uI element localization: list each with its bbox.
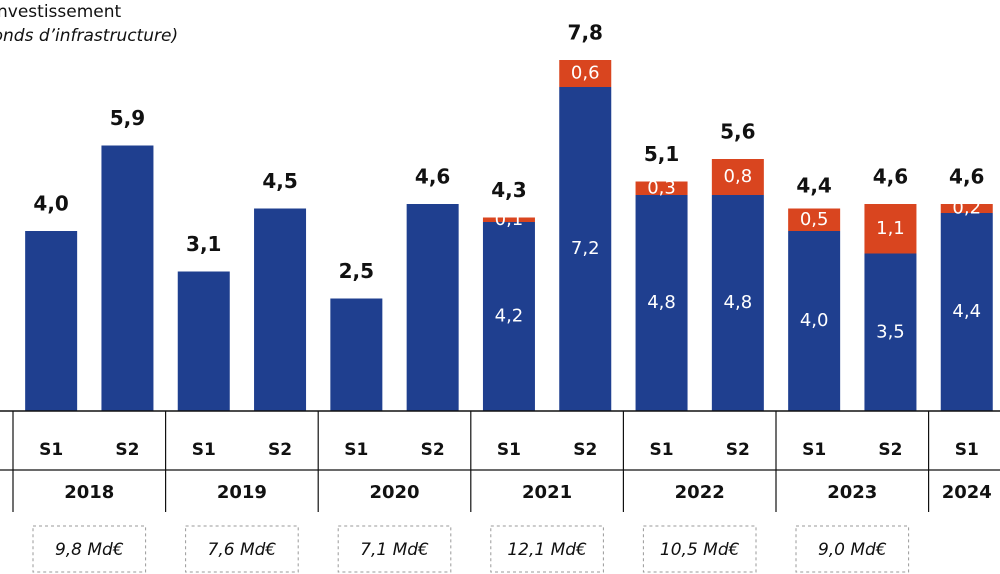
bar-segment [559, 60, 612, 87]
chart-title: Investissement [0, 2, 122, 22]
x-tick-label: S1 [802, 440, 826, 460]
segment-label: 4,4 [952, 301, 981, 322]
group-total: 7,6 Md€ [208, 540, 277, 560]
x-tick-label: S1 [955, 440, 979, 460]
group-label: 2024 [942, 482, 992, 503]
total-label: 4,6 [949, 165, 984, 189]
x-tick-label: S2 [421, 440, 445, 460]
x-tick-label: S2 [115, 440, 139, 460]
x-tick-label: S1 [497, 440, 521, 460]
segment-label: 4,8 [724, 292, 753, 313]
bar-segment [788, 208, 841, 231]
group-total-box [795, 525, 910, 573]
group-label: 2022 [675, 482, 725, 503]
total-label: 3,1 [186, 232, 221, 256]
segment-label: 3,5 [876, 321, 905, 342]
bar-segment [864, 253, 917, 411]
segment-label: 0,2 [952, 198, 981, 219]
segment-label: 4,2 [495, 306, 524, 327]
bar-segment [482, 222, 535, 411]
group-total-box [337, 525, 452, 573]
bar-segment [711, 159, 764, 195]
segment-label: 0,1 [495, 209, 524, 230]
chart-subtitle: (fonds d’infrastructure) [0, 26, 178, 46]
bar-segment [711, 195, 764, 411]
total-label: 5,9 [110, 106, 145, 130]
segment-label: 0,3 [647, 177, 676, 198]
group-total-box [32, 525, 147, 573]
x-tick-label: S2 [573, 440, 597, 460]
group-total: 10,5 Md€ [660, 540, 740, 560]
group-label: 2019 [217, 482, 267, 503]
total-label: 7,8 [568, 21, 603, 45]
segment-label: 4,0 [800, 310, 829, 331]
x-tick-label: S1 [650, 440, 674, 460]
bar-segment [635, 195, 688, 411]
bar-segment [101, 145, 154, 411]
total-label: 4,3 [491, 178, 526, 202]
bar-segment [482, 217, 535, 222]
total-label: 4,5 [262, 169, 297, 193]
bar-segment [254, 208, 307, 411]
bar-segment [559, 87, 612, 411]
segment-label: 4,8 [647, 292, 676, 313]
bar-segment [635, 181, 688, 195]
group-label: 2020 [369, 482, 419, 503]
bar-segment [330, 298, 383, 411]
bar-segment [25, 231, 78, 411]
total-label: 4,6 [873, 165, 908, 189]
x-tick-label: S1 [39, 440, 63, 460]
group-total-box [642, 525, 757, 573]
group-total: 7,1 Md€ [360, 540, 429, 560]
x-tick-label: S2 [268, 440, 292, 460]
total-label: 4,6 [415, 165, 450, 189]
bar-segment [940, 204, 993, 213]
bar-segment [940, 213, 993, 411]
bar-segment [864, 204, 917, 254]
x-tick-label: S2 [726, 440, 750, 460]
total-label: 5,6 [720, 120, 755, 144]
total-label: 4,0 [33, 192, 68, 216]
segment-label: 0,6 [571, 63, 600, 84]
group-label: 2023 [827, 482, 877, 503]
group-label: 2021 [522, 482, 572, 503]
group-label: 2018 [64, 482, 114, 503]
total-label: 5,1 [644, 142, 679, 166]
group-total-box [490, 525, 604, 573]
segment-label: 0,5 [800, 209, 829, 230]
segment-label: 1,1 [876, 218, 905, 239]
group-total: 9,0 Md€ [818, 540, 887, 560]
group-total: 9,8 Md€ [55, 540, 124, 560]
x-tick-label: S2 [878, 440, 902, 460]
group-total: 12,1 Md€ [507, 540, 587, 560]
bar-segment [406, 204, 459, 411]
bar-segment [788, 231, 841, 411]
bar-segment [177, 271, 230, 411]
total-label: 4,4 [796, 174, 831, 198]
group-total-box [185, 525, 299, 573]
segment-label: 7,2 [571, 238, 600, 259]
x-tick-label: S1 [344, 440, 368, 460]
x-tick-label: S1 [192, 440, 216, 460]
total-label: 2,5 [339, 259, 374, 283]
segment-label: 0,8 [724, 166, 753, 187]
